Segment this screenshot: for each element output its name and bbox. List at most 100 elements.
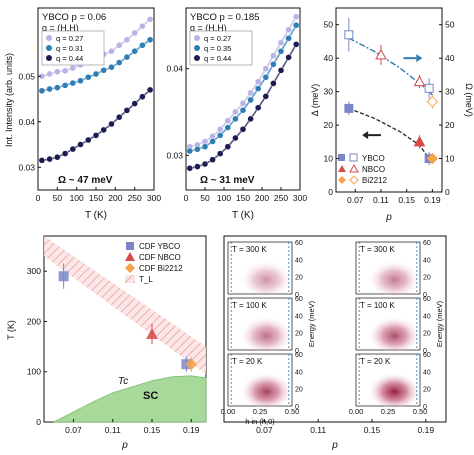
data-point	[293, 13, 300, 20]
data-point	[277, 48, 285, 55]
data-point	[186, 165, 194, 172]
energy-tick-label: 40	[423, 257, 431, 264]
cdf-point	[58, 271, 69, 282]
data-point	[61, 67, 69, 75]
energy-tick-label: 20	[423, 275, 431, 282]
annotation: Ω ~ 47 meV	[58, 175, 113, 186]
panel-d-marks: T = 300 K 0 20 40 60 T = 300 K 0 20 40 60 T = 100 …	[221, 240, 444, 426]
data-point	[247, 96, 254, 104]
data-point	[54, 84, 61, 91]
data-point	[46, 155, 53, 163]
x-ticks: 0.07 0.11 0.15 0.19	[347, 189, 441, 205]
legend: q = 0.27q = 0.31q = 0.44	[41, 30, 105, 66]
data-point	[285, 35, 292, 42]
legend-label: q = 0.44	[56, 54, 83, 63]
sc-label: SC	[143, 390, 158, 402]
y-tick-label-right: 20	[445, 120, 455, 130]
legend-box	[189, 30, 253, 66]
data-point	[46, 70, 53, 78]
data-point	[194, 163, 201, 170]
y-tick-label: 300	[27, 266, 41, 276]
legend-label: CDF NBCO	[139, 253, 181, 262]
data-point	[232, 115, 239, 123]
legend-marker-open	[349, 153, 358, 162]
data-point	[209, 156, 216, 163]
legend-label: T_L	[139, 275, 153, 284]
h-tick-label: 0.25	[253, 407, 268, 416]
omega-point	[375, 48, 387, 60]
y-tick-label: 0.04	[18, 117, 35, 127]
y-ticks: 0 0 10 10 20 20 30 30 40 40 50 50	[324, 20, 455, 197]
y-tick-label-left: 10	[324, 154, 334, 164]
energy-tick-label: 0	[295, 348, 299, 355]
heatmap-blob	[239, 312, 294, 352]
y-tick-label-right: 40	[445, 53, 455, 63]
data-point	[216, 132, 224, 139]
h-tick-label: 0.00	[349, 407, 364, 416]
temperature-label: T = 20 K	[360, 357, 391, 366]
data-point	[270, 61, 277, 68]
data-point	[224, 124, 232, 131]
data-point	[115, 42, 123, 49]
energy-tick-label: 60	[295, 240, 303, 247]
data-point	[209, 138, 216, 145]
omega-point	[424, 83, 434, 93]
panel-title: YBCO p = 0.06	[42, 12, 106, 23]
x-tick-label: 0.07	[347, 195, 364, 205]
x-ticks: 0 50 100 150 200 250 300	[36, 187, 161, 203]
legend-marker	[46, 45, 52, 51]
energy-tick-label: 60	[295, 296, 303, 303]
y-tick-label-left: 50	[324, 20, 334, 30]
omega-point	[413, 75, 426, 87]
y-ticks: 0.03 0.04	[166, 64, 189, 160]
legend-marker	[125, 252, 135, 261]
data-point	[131, 100, 138, 107]
energy-tick-label: 0	[295, 292, 299, 299]
data-point	[285, 26, 292, 33]
omega-point	[344, 30, 354, 40]
legend-marker-filled	[338, 176, 346, 184]
panel-a-left: YBCO p = 0.06 q = (H,H) q = 0.27q = 0.31…	[4, 7, 161, 221]
legend-label: q = 0.44	[204, 54, 231, 63]
data-point	[247, 115, 254, 123]
legend-label: q = 0.35	[204, 44, 231, 53]
x-axis-label: p	[121, 440, 128, 451]
h-tick-label: 0.50	[285, 407, 300, 416]
x-tick-label: 200	[108, 193, 122, 203]
data-point	[54, 68, 61, 75]
data-point	[38, 87, 46, 95]
heatmap-blob	[239, 368, 294, 408]
y-tick-label: 0.03	[18, 162, 35, 172]
arrow-right-head-icon	[416, 54, 423, 63]
data-point	[262, 65, 269, 72]
data-point	[232, 134, 239, 142]
legend-label: q = 0.31	[56, 44, 83, 53]
energy-tick-label: 60	[423, 240, 431, 247]
energy-tick-label: 40	[423, 369, 431, 376]
x-tick-label: 0.19	[424, 195, 441, 205]
legend-marker-filled	[338, 165, 346, 172]
y-axis-label: T (K)	[6, 320, 16, 340]
legend-label: YBCO	[362, 154, 385, 163]
h-axis-label: h in (h,0)	[245, 417, 275, 426]
y-tick-label-left: 40	[324, 53, 334, 63]
x-tick-label: 250	[128, 193, 142, 203]
energy-tick-label: 20	[423, 387, 431, 394]
legend-marker	[125, 275, 135, 283]
y-tick-label-right: 50	[445, 20, 455, 30]
delta-point	[426, 152, 439, 165]
legend-marker	[126, 242, 134, 250]
data-point	[54, 153, 61, 161]
x-axis-label: T (K)	[85, 210, 107, 221]
plot-frame	[223, 235, 447, 423]
energy-tick-label: 40	[423, 313, 431, 320]
data-point	[123, 53, 131, 61]
energy-tick-label: 40	[295, 369, 303, 376]
fit-line-2	[41, 89, 151, 162]
delta-point	[344, 103, 354, 113]
data-point	[201, 143, 209, 150]
data-point	[85, 73, 92, 81]
energy-tick-label: 0	[295, 404, 299, 411]
x-tick-label: 250	[274, 193, 288, 203]
